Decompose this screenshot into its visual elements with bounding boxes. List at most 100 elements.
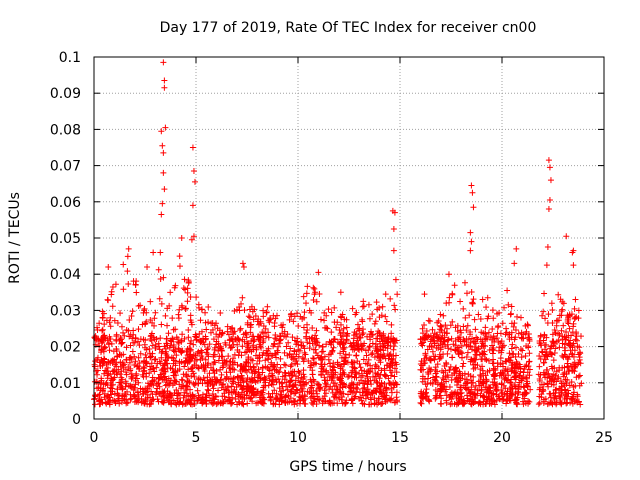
data-point: [298, 342, 305, 349]
data-point: [129, 348, 136, 355]
data-point: [211, 370, 218, 377]
data-point: [180, 383, 187, 390]
data-point: [565, 320, 572, 327]
data-point: [238, 300, 245, 307]
data-point: [362, 395, 369, 402]
data-point: [343, 316, 350, 323]
data-point: [577, 350, 584, 357]
data-point: [146, 345, 153, 352]
data-point: [96, 320, 103, 327]
data-point: [190, 341, 197, 348]
data-point: [517, 314, 524, 321]
data-point: [198, 347, 205, 354]
data-point: [148, 330, 155, 337]
data-point: [340, 325, 347, 332]
data-point: [313, 341, 320, 348]
data-point: [110, 368, 117, 375]
data-point: [91, 401, 98, 408]
data-point: [273, 354, 280, 361]
data-point: [490, 360, 497, 367]
data-point: [351, 394, 358, 401]
data-point: [301, 309, 308, 316]
data-point: [337, 365, 344, 372]
data-point: [354, 321, 361, 328]
data-point: [391, 302, 398, 309]
data-point: [321, 387, 328, 394]
data-point: [239, 336, 246, 343]
data-point: [155, 380, 162, 387]
data-point: [340, 358, 347, 365]
data-point: [545, 157, 552, 164]
data-point: [310, 355, 317, 362]
data-point: [471, 391, 478, 398]
data-point: [346, 351, 353, 358]
data-point: [257, 318, 264, 325]
data-point: [331, 304, 338, 311]
data-point: [344, 373, 351, 380]
data-point: [102, 344, 109, 351]
data-point: [336, 340, 343, 347]
data-point: [96, 342, 103, 349]
data-point: [96, 397, 103, 404]
data-point: [206, 341, 213, 348]
data-point: [366, 344, 373, 351]
data-point: [184, 373, 191, 380]
data-point: [307, 385, 314, 392]
data-point: [97, 401, 104, 408]
data-point: [195, 348, 202, 355]
data-point: [148, 388, 155, 395]
data-point: [218, 384, 225, 391]
data-point: [96, 391, 103, 398]
data-point: [460, 323, 467, 330]
data-point: [265, 317, 272, 324]
data-point: [550, 357, 557, 364]
data-point: [148, 337, 155, 344]
data-point: [168, 354, 175, 361]
data-point: [235, 390, 242, 397]
data-point: [281, 328, 288, 335]
data-point: [142, 397, 149, 404]
data-point: [93, 356, 100, 363]
data-point: [123, 369, 130, 376]
data-point: [380, 330, 387, 337]
data-point: [309, 371, 316, 378]
data-point: [267, 350, 274, 357]
data-point: [316, 342, 323, 349]
data-point: [240, 379, 247, 386]
data-point: [357, 364, 364, 371]
data-point: [271, 323, 278, 330]
data-point: [247, 384, 254, 391]
data-point: [230, 331, 237, 338]
data-point: [210, 353, 217, 360]
data-point: [249, 343, 256, 350]
data-point: [328, 339, 335, 346]
data-point: [376, 357, 383, 364]
data-point: [129, 335, 136, 342]
data-point: [276, 333, 283, 340]
data-point: [365, 347, 372, 354]
data-point: [119, 359, 126, 366]
y-tick-label: 0.02: [50, 340, 81, 356]
data-point: [321, 317, 328, 324]
data-point: [316, 291, 323, 298]
data-point: [217, 366, 224, 373]
data-point: [256, 394, 263, 401]
data-point: [128, 370, 135, 377]
data-point: [206, 370, 213, 377]
data-point: [169, 382, 176, 389]
data-point: [276, 368, 283, 375]
data-point: [143, 309, 150, 316]
data-point: [114, 371, 121, 378]
data-point: [183, 396, 190, 403]
data-point: [142, 344, 149, 351]
data-point: [178, 376, 185, 383]
data-point: [240, 384, 247, 391]
data-point: [184, 378, 191, 385]
data-point: [350, 389, 357, 396]
data-point: [255, 321, 262, 328]
data-point: [375, 350, 382, 357]
data-point: [362, 377, 369, 384]
x-axis-label: GPS time / hours: [289, 459, 406, 475]
data-point: [158, 398, 165, 405]
data-point: [158, 321, 165, 328]
